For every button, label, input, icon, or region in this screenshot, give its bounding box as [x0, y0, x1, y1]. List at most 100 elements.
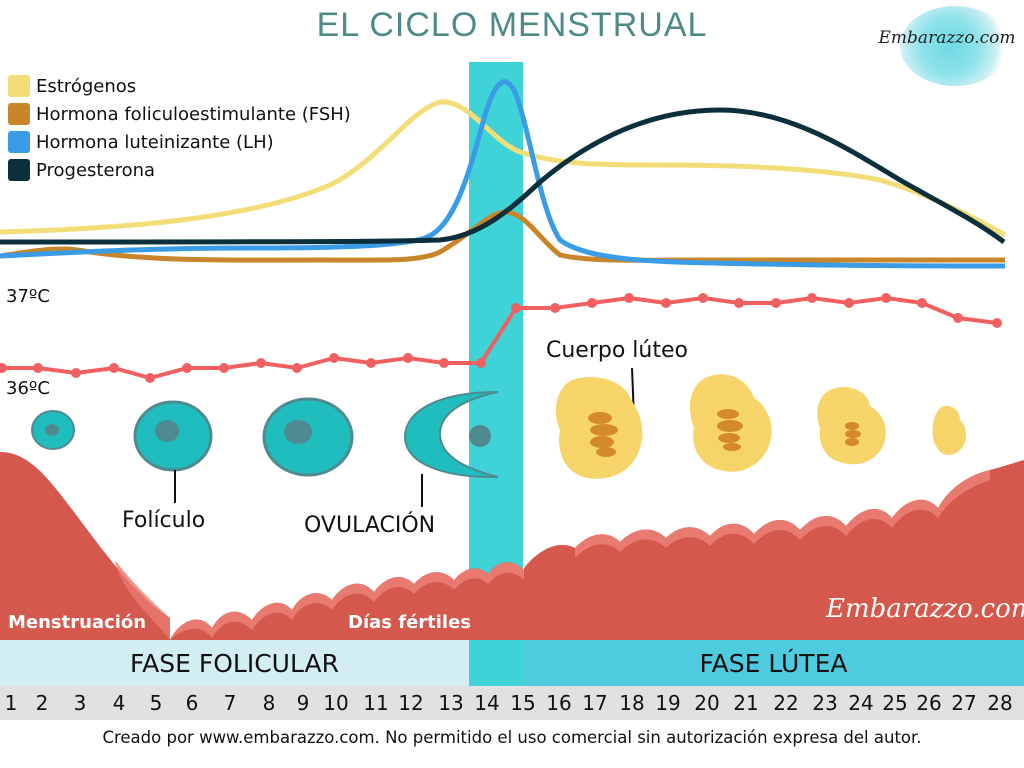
fsh-curve [0, 209, 1005, 263]
legend-item-progesterone: Progesterona [8, 156, 351, 184]
legend-label: Progesterona [36, 159, 156, 181]
temperature-point [33, 363, 43, 373]
temperature-point [476, 358, 486, 368]
estrogen-swatch [8, 75, 30, 97]
day-number: 4 [112, 691, 126, 715]
estrogen-curve [0, 99, 1007, 238]
day-number: 24 [848, 691, 874, 715]
temp-label-37: 37ºC [6, 286, 50, 307]
follicle-label: Folículo [122, 508, 206, 533]
temperature-point [917, 298, 927, 308]
temperature-point [698, 293, 708, 303]
fertile-days-label: Días fértiles [348, 612, 472, 633]
day-number: 13 [438, 691, 464, 715]
cycle-days-row: 1 2 3 4 5 6 7 8 9 10 11 12 13 14 15 16 1… [0, 686, 1024, 720]
temperature-point [182, 363, 192, 373]
day-number: 2 [35, 691, 49, 715]
ovulation-label: OVULACIÓN [304, 513, 436, 538]
endometrium-luteal-edge [575, 470, 990, 558]
temperature-point [587, 298, 597, 308]
temp-label-36: 36ºC [6, 378, 50, 399]
day-number: 10 [323, 691, 349, 715]
day-number: 17 [582, 691, 608, 715]
day-number: 19 [655, 691, 681, 715]
legend-item-fsh: Hormona foliculoestimulante (FSH) [8, 100, 351, 128]
follicular-phase-bar: FASE FOLICULAR [0, 640, 469, 686]
follicle-small [31, 410, 75, 450]
day-number: 25 [882, 691, 908, 715]
endometrium-left-slope [0, 452, 170, 640]
day-number: 27 [951, 691, 977, 715]
temperature-point [661, 298, 671, 308]
lh-swatch [8, 131, 30, 153]
corpus-luteum-3 [817, 387, 886, 465]
temperature-point [403, 353, 413, 363]
day-number: 21 [733, 691, 759, 715]
copyright-footer: Creado por www.embarazzo.com. No permiti… [102, 728, 922, 747]
day-number: 23 [812, 691, 838, 715]
temperature-point [366, 358, 376, 368]
day-number: 6 [185, 691, 199, 715]
temperature-point [511, 303, 521, 313]
temperature-point [145, 373, 155, 383]
day-number: 11 [363, 691, 389, 715]
day-number: 26 [916, 691, 942, 715]
follicle-medium [133, 400, 213, 472]
temperature-point [734, 298, 744, 308]
follicle-large [262, 397, 354, 477]
progesterone-curve [0, 107, 1006, 245]
corpus-luteum-label: Cuerpo lúteo [546, 338, 688, 363]
temperature-point [109, 363, 119, 373]
legend-label: Estrógenos [36, 75, 137, 97]
temperature-point [881, 293, 891, 303]
page-title: EL CICLO MENSTRUAL [316, 6, 708, 44]
day-number: 15 [510, 691, 536, 715]
day-number: 14 [474, 691, 500, 715]
day-number: 28 [987, 691, 1013, 715]
day-number: 22 [773, 691, 799, 715]
day-number: 9 [296, 691, 310, 715]
day-number: 8 [262, 691, 276, 715]
temperature-point [0, 363, 7, 373]
watermark-logo: Embarazzo.com [826, 594, 1024, 624]
legend-label: Hormona foliculoestimulante (FSH) [36, 103, 351, 125]
progesterone-swatch [8, 159, 30, 181]
temperature-point [992, 318, 1002, 328]
temperature-point [550, 303, 560, 313]
follicular-phase-label: FASE FOLICULAR [130, 648, 339, 678]
luteal-phase-bar: FASE LÚTEA [523, 640, 1024, 686]
day-number: 16 [546, 691, 572, 715]
temperature-point [219, 363, 229, 373]
logo-watercolor-blob [900, 6, 1010, 86]
fertile-phase-band-segment [469, 640, 523, 686]
day-number: 3 [73, 691, 87, 715]
temperature-point [329, 353, 339, 363]
menstruation-label: Menstruación [8, 612, 147, 633]
temperature-point [844, 298, 854, 308]
brand-logo: Embarazzo.com [878, 28, 1016, 48]
temperature-point [439, 358, 449, 368]
corpus-luteum-1 [556, 377, 643, 479]
temperature-line [2, 295, 998, 381]
day-number: 20 [694, 691, 720, 715]
endometrium-luteal [524, 460, 1024, 640]
temperature-point [256, 358, 266, 368]
legend-item-lh: Hormona luteinizante (LH) [8, 128, 351, 156]
day-number: 1 [4, 691, 18, 715]
corpus-luteum-2 [689, 374, 772, 472]
temperature-point [807, 293, 817, 303]
endometrium-bumps-follicular-edge [170, 562, 524, 640]
day-number: 5 [149, 691, 163, 715]
fsh-swatch [8, 103, 30, 125]
legend-item-estrogen: Estrógenos [8, 72, 351, 100]
temperature-point [624, 293, 634, 303]
luteal-phase-label: FASE LÚTEA [699, 648, 848, 678]
basal-temperature-chart [0, 293, 1002, 383]
day-number: 18 [619, 691, 645, 715]
ovulating-follicle [403, 391, 499, 479]
temperature-point [71, 368, 81, 378]
day-number: 12 [398, 691, 424, 715]
temperature-point [771, 298, 781, 308]
